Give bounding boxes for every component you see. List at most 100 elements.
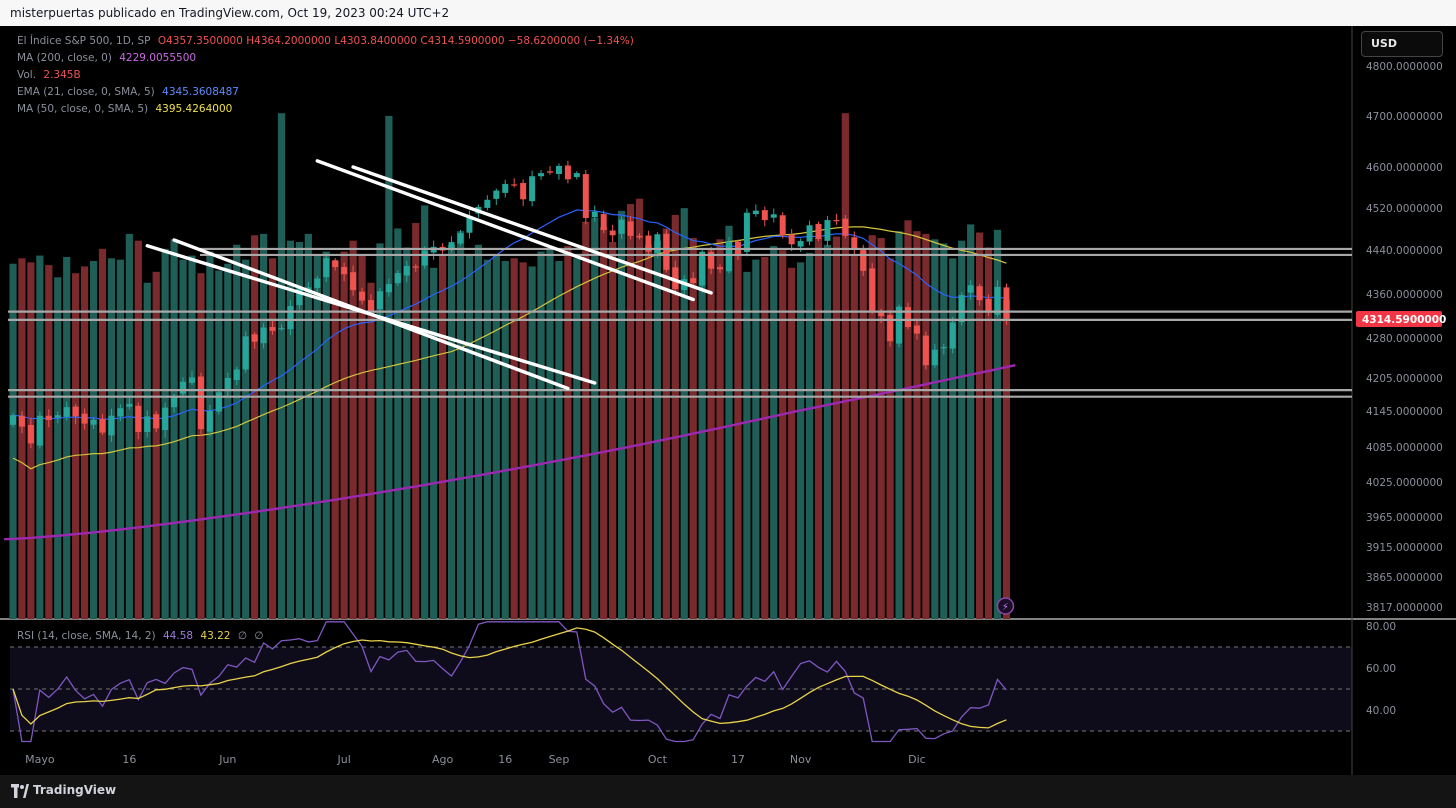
volume-bar — [913, 231, 921, 619]
volume-bar — [805, 252, 814, 619]
volume-bar — [949, 258, 957, 619]
candle-body — [72, 406, 79, 417]
candle-body — [466, 215, 473, 233]
volume-bar — [197, 273, 205, 619]
time-tick-label: Sep — [549, 753, 570, 766]
volume-bar — [412, 223, 420, 619]
volume-bar — [430, 267, 438, 619]
candle-body — [547, 171, 553, 173]
candle-body — [332, 260, 339, 268]
price-tick-label: 4085.0000000 — [1366, 442, 1443, 454]
volume-bar — [367, 282, 375, 619]
time-tick-label: Mayo — [25, 753, 55, 766]
candle-body — [591, 211, 598, 218]
candle-body — [421, 250, 428, 266]
vol-label: Vol. — [17, 69, 37, 81]
volume-bar — [456, 231, 465, 619]
publish-title: misterpuertas publicado en TradingView.c… — [10, 6, 450, 20]
volume-bar — [501, 261, 509, 619]
candle-body — [368, 300, 374, 312]
volume-bar — [618, 210, 626, 619]
legend-rsi[interactable]: RSI (14, close, SMA, 14, 2) 44.58 43.22 … — [17, 630, 263, 642]
candle-body — [493, 190, 500, 199]
candle-body — [412, 266, 419, 268]
candle-body — [564, 165, 571, 180]
price-chart[interactable]: ⚡ 4800.0000000 4700.0000000 4600.0000000 45… — [0, 26, 1456, 775]
candle-body — [761, 210, 768, 221]
volume-bar — [707, 248, 715, 619]
volume-bar — [242, 259, 250, 619]
rsi-band — [10, 647, 1352, 731]
candle-body — [770, 214, 777, 218]
candle-body — [618, 219, 625, 234]
candle-body — [457, 233, 464, 244]
candle-body — [555, 165, 562, 175]
volume-bar — [895, 231, 903, 619]
volume-bar — [54, 277, 62, 619]
tradingview-logo-icon — [11, 784, 29, 798]
volume-bar — [546, 248, 554, 619]
legend-ma200[interactable]: MA (200, close, 0) 4229.0055500 — [17, 52, 196, 64]
channel-line-0 — [351, 165, 713, 295]
low-value: L4303.8400000 — [334, 35, 418, 47]
volume-bar — [385, 115, 393, 619]
volume-bar — [689, 237, 697, 620]
legend-ema21[interactable]: EMA (21, close, 0, SMA, 5) 4345.3608487 — [17, 86, 239, 98]
volume-bar — [555, 261, 563, 619]
candle-body — [323, 258, 330, 278]
volume-bar — [233, 244, 241, 619]
price-tick-label: 4520.0000000 — [1366, 203, 1443, 215]
candle-body — [940, 347, 947, 349]
volume-bar — [761, 256, 769, 619]
volume-bar — [510, 258, 518, 619]
candle-body — [931, 349, 938, 366]
volume-bar — [313, 255, 321, 620]
legend-volume[interactable]: Vol. 2.345B — [17, 69, 81, 81]
volume-bar — [224, 263, 232, 619]
volume-bar — [277, 113, 286, 619]
candle-body — [743, 212, 750, 252]
candle-body — [296, 289, 303, 306]
candle-body — [994, 286, 1001, 315]
candle-body — [251, 334, 258, 342]
price-tick-label: 4025.0000000 — [1366, 477, 1443, 489]
candle-body — [806, 225, 813, 242]
candle-body — [824, 220, 831, 241]
candle-body — [350, 272, 357, 291]
legend-ma50[interactable]: MA (50, close, 0, SMA, 5) 4395.4264000 — [17, 103, 232, 115]
volume-bar — [797, 262, 805, 619]
volume-bar — [976, 232, 984, 620]
volume-bar — [188, 255, 196, 620]
tradingview-brand: TradingView — [33, 783, 117, 797]
time-tick-label: Oct — [648, 753, 668, 766]
candle-body — [224, 378, 231, 391]
volume-bar — [376, 243, 384, 619]
candle-body — [699, 251, 706, 286]
volume-bar — [447, 244, 456, 619]
volume-bar — [331, 261, 339, 619]
volume-bar — [72, 273, 80, 619]
candle-body — [922, 335, 929, 366]
time-tick-label: Jul — [337, 753, 351, 766]
currency-button[interactable]: USD — [1361, 31, 1443, 57]
volume-bar — [9, 263, 17, 619]
volume-bar — [967, 224, 975, 620]
volume-bar — [63, 256, 71, 619]
ma200-value: 4229.0055500 — [119, 52, 197, 64]
rsi-tick-label: 60.00 — [1366, 663, 1396, 675]
time-tick-label: Ago — [432, 753, 454, 766]
volume-bar — [904, 220, 912, 619]
volume-bar — [600, 227, 608, 619]
volume-bar — [886, 258, 894, 619]
candle-body — [314, 278, 321, 288]
last-price-text: 4314.5900000 — [1362, 314, 1446, 326]
candle-body — [260, 327, 267, 344]
volume-bar — [716, 239, 724, 619]
volume-bar — [349, 240, 357, 619]
volume-bar — [439, 255, 447, 620]
rsi-tick-label: 80.00 — [1366, 621, 1396, 633]
alert-bolt-icon — [996, 597, 1015, 615]
ma200-label: MA (200, close, 0) — [17, 52, 112, 64]
volume-bar — [215, 270, 223, 619]
open-value: O4357.3500000 — [157, 35, 243, 47]
